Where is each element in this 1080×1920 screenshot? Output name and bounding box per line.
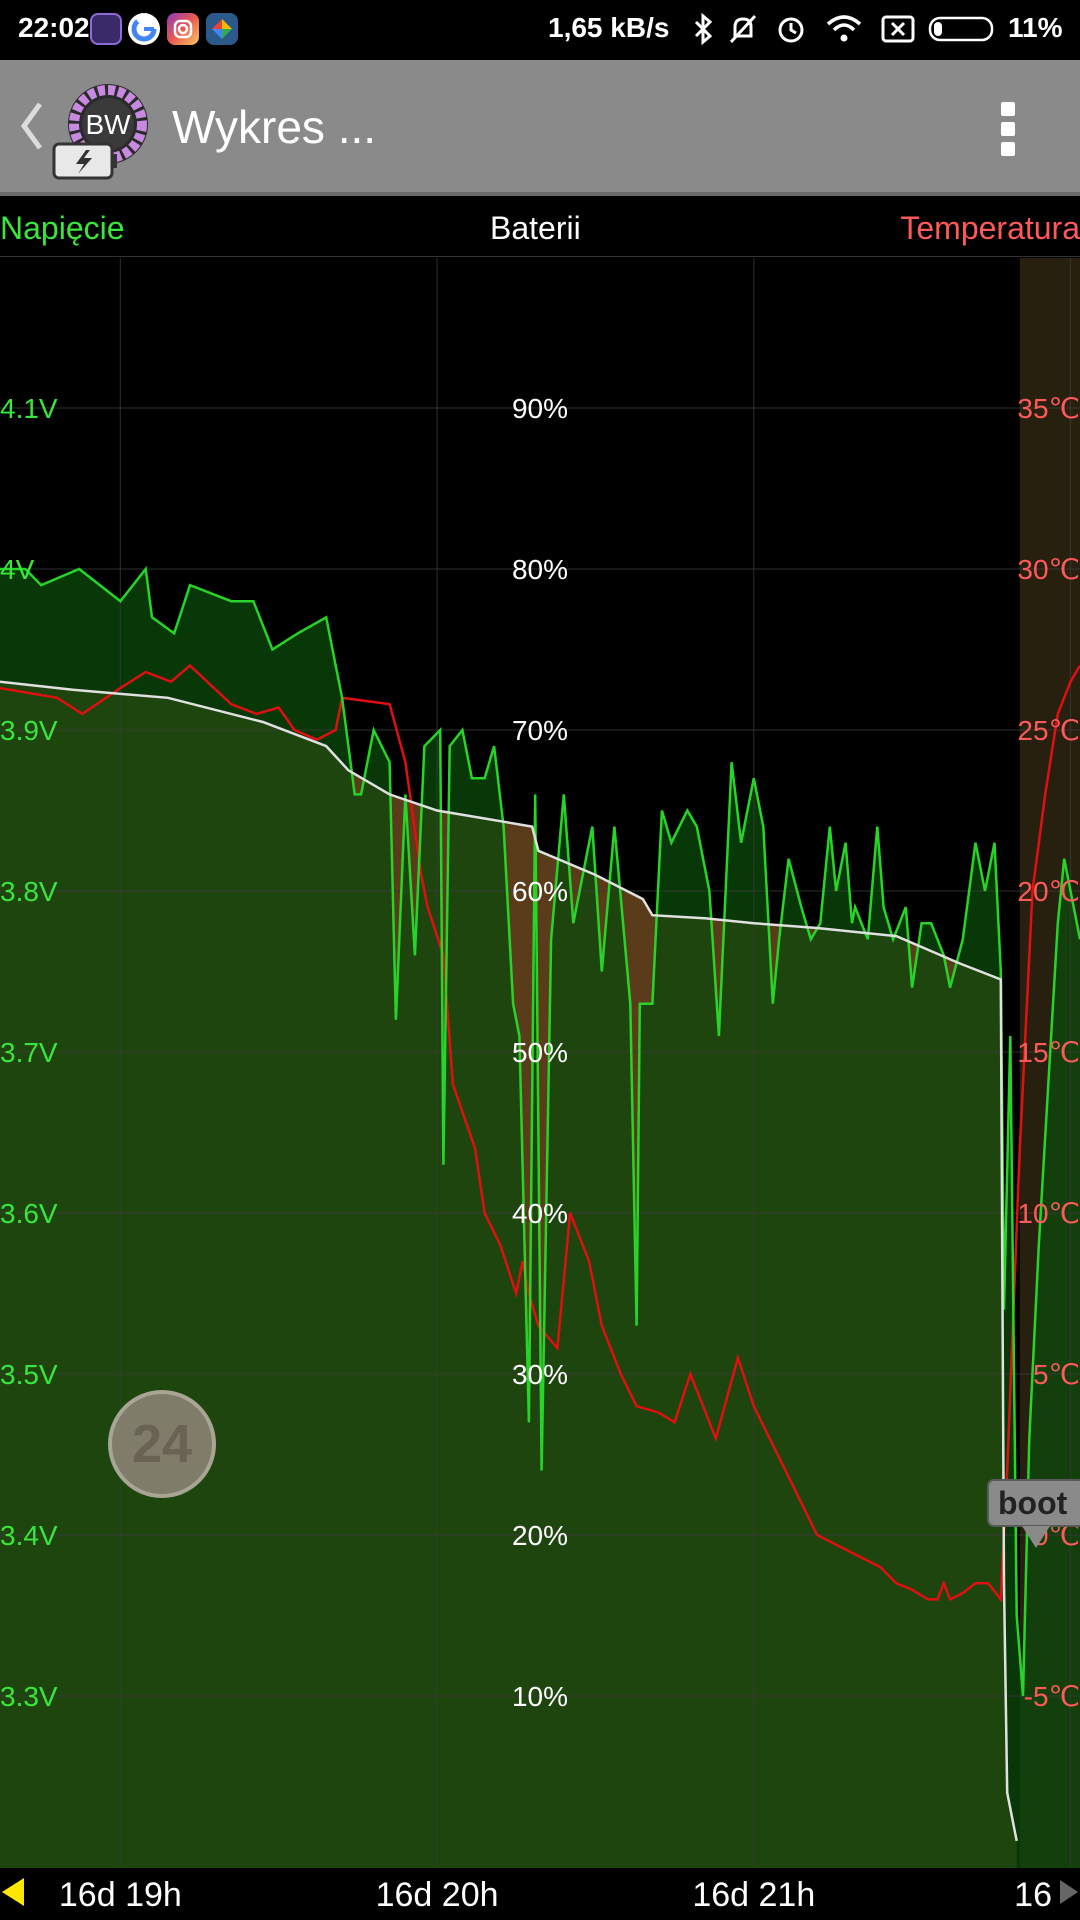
time-tick-label: 16d 19h — [58, 1876, 182, 1914]
battery-line — [0, 680, 1018, 1842]
temperature-tick-label: 20℃ — [1017, 876, 1080, 907]
battery-tick-label: 10% — [512, 1681, 568, 1712]
time-tick-label: 16 — [1014, 1876, 1052, 1914]
time-axis: 16d 19h 16d 20h 16d 21h 16 — [0, 1868, 1080, 1920]
chart-header: Napięcie Baterii Temperatura — [0, 200, 1080, 256]
battery-percent: 11% — [1008, 12, 1063, 43]
battery-widget-app-icon — [90, 13, 122, 45]
battery-tick-label: 70% — [512, 715, 568, 746]
boot-marker-pointer — [1022, 1526, 1050, 1548]
instagram-app-icon — [167, 13, 199, 45]
action-bar: BW Wykres ... — [0, 60, 1080, 196]
status-time: 22:02 — [18, 12, 90, 43]
voltage-tick-label: 3.3V — [0, 1681, 58, 1712]
temperature-tick-label: -5℃ — [1024, 1681, 1080, 1712]
time-tick-label: 16d 20h — [375, 1876, 499, 1914]
network-speed: 1,65 kB/s — [548, 12, 670, 43]
voltage-tick-label: 3.4V — [0, 1520, 58, 1551]
voltage-axis-title: Napięcie — [0, 210, 125, 246]
status-bar: 22:02 1,65 kB/s 11% — [0, 0, 1080, 60]
voltage-tick-label: 3.9V — [0, 715, 58, 746]
scroll-left-icon[interactable] — [2, 1878, 24, 1906]
battery-tick-label: 90% — [512, 393, 568, 424]
temperature-tick-label: 25℃ — [1017, 715, 1080, 746]
temperature-tick-label: 15℃ — [1017, 1037, 1080, 1068]
voltage-line — [0, 565, 1080, 1697]
hours-badge-text: 24 — [132, 1414, 192, 1474]
battery-tick-label: 80% — [512, 554, 568, 585]
battery-tick-label: 40% — [512, 1198, 568, 1229]
voltage-area — [0, 569, 1080, 1868]
mute-icon — [729, 14, 757, 44]
time-tick-label: 16d 21h — [692, 1876, 816, 1914]
battery-tick-label: 30% — [512, 1359, 568, 1390]
no-sim-icon — [881, 15, 915, 43]
voltage-tick-label: 3.8V — [0, 876, 58, 907]
temperature-tick-label: 30℃ — [1017, 554, 1080, 585]
temperature-tick-label: 35℃ — [1017, 393, 1080, 424]
battery-chart[interactable]: 4.1V 90% 35℃ 4V 80% 30℃ 3.9V 70% 25℃ 3.8V 60% 20℃ 3.… — [0, 258, 1080, 1868]
google-app-icon — [128, 13, 160, 45]
photos-app-icon — [206, 13, 238, 45]
temperature-line — [0, 663, 1080, 1603]
back-icon[interactable] — [12, 96, 52, 156]
temperature-axis-title: Temperatura — [900, 210, 1080, 246]
hours-badge — [108, 1390, 216, 1498]
temperature-tick-label: 10℃ — [1017, 1198, 1080, 1229]
boot-marker-label: boot — [998, 1485, 1068, 1521]
battery-tick-label: 20% — [512, 1520, 568, 1551]
voltage-tick-label: 3.7V — [0, 1037, 58, 1068]
temperature-tick-label: 5℃ — [1033, 1359, 1080, 1390]
battery-icon — [928, 16, 994, 42]
voltage-tick-label: 3.5V — [0, 1359, 58, 1390]
battery-tick-label: 50% — [512, 1037, 568, 1068]
bluetooth-icon — [694, 12, 713, 46]
voltage-tick-label: 4V — [0, 554, 35, 585]
battery-axis-title: Baterii — [490, 210, 581, 246]
app-logo: BW — [52, 84, 148, 180]
voltage-tick-label: 4.1V — [0, 393, 58, 424]
battery-tick-label: 60% — [512, 876, 568, 907]
overflow-menu-icon[interactable] — [990, 98, 1026, 164]
header-divider — [0, 256, 1080, 257]
alarm-icon — [778, 17, 804, 43]
voltage-tick-label: 3.6V — [0, 1198, 58, 1229]
page-title: Wykres ... — [172, 101, 377, 153]
scroll-right-icon[interactable] — [1060, 1880, 1078, 1904]
logo-text: BW — [85, 109, 131, 140]
wifi-icon — [826, 15, 862, 42]
